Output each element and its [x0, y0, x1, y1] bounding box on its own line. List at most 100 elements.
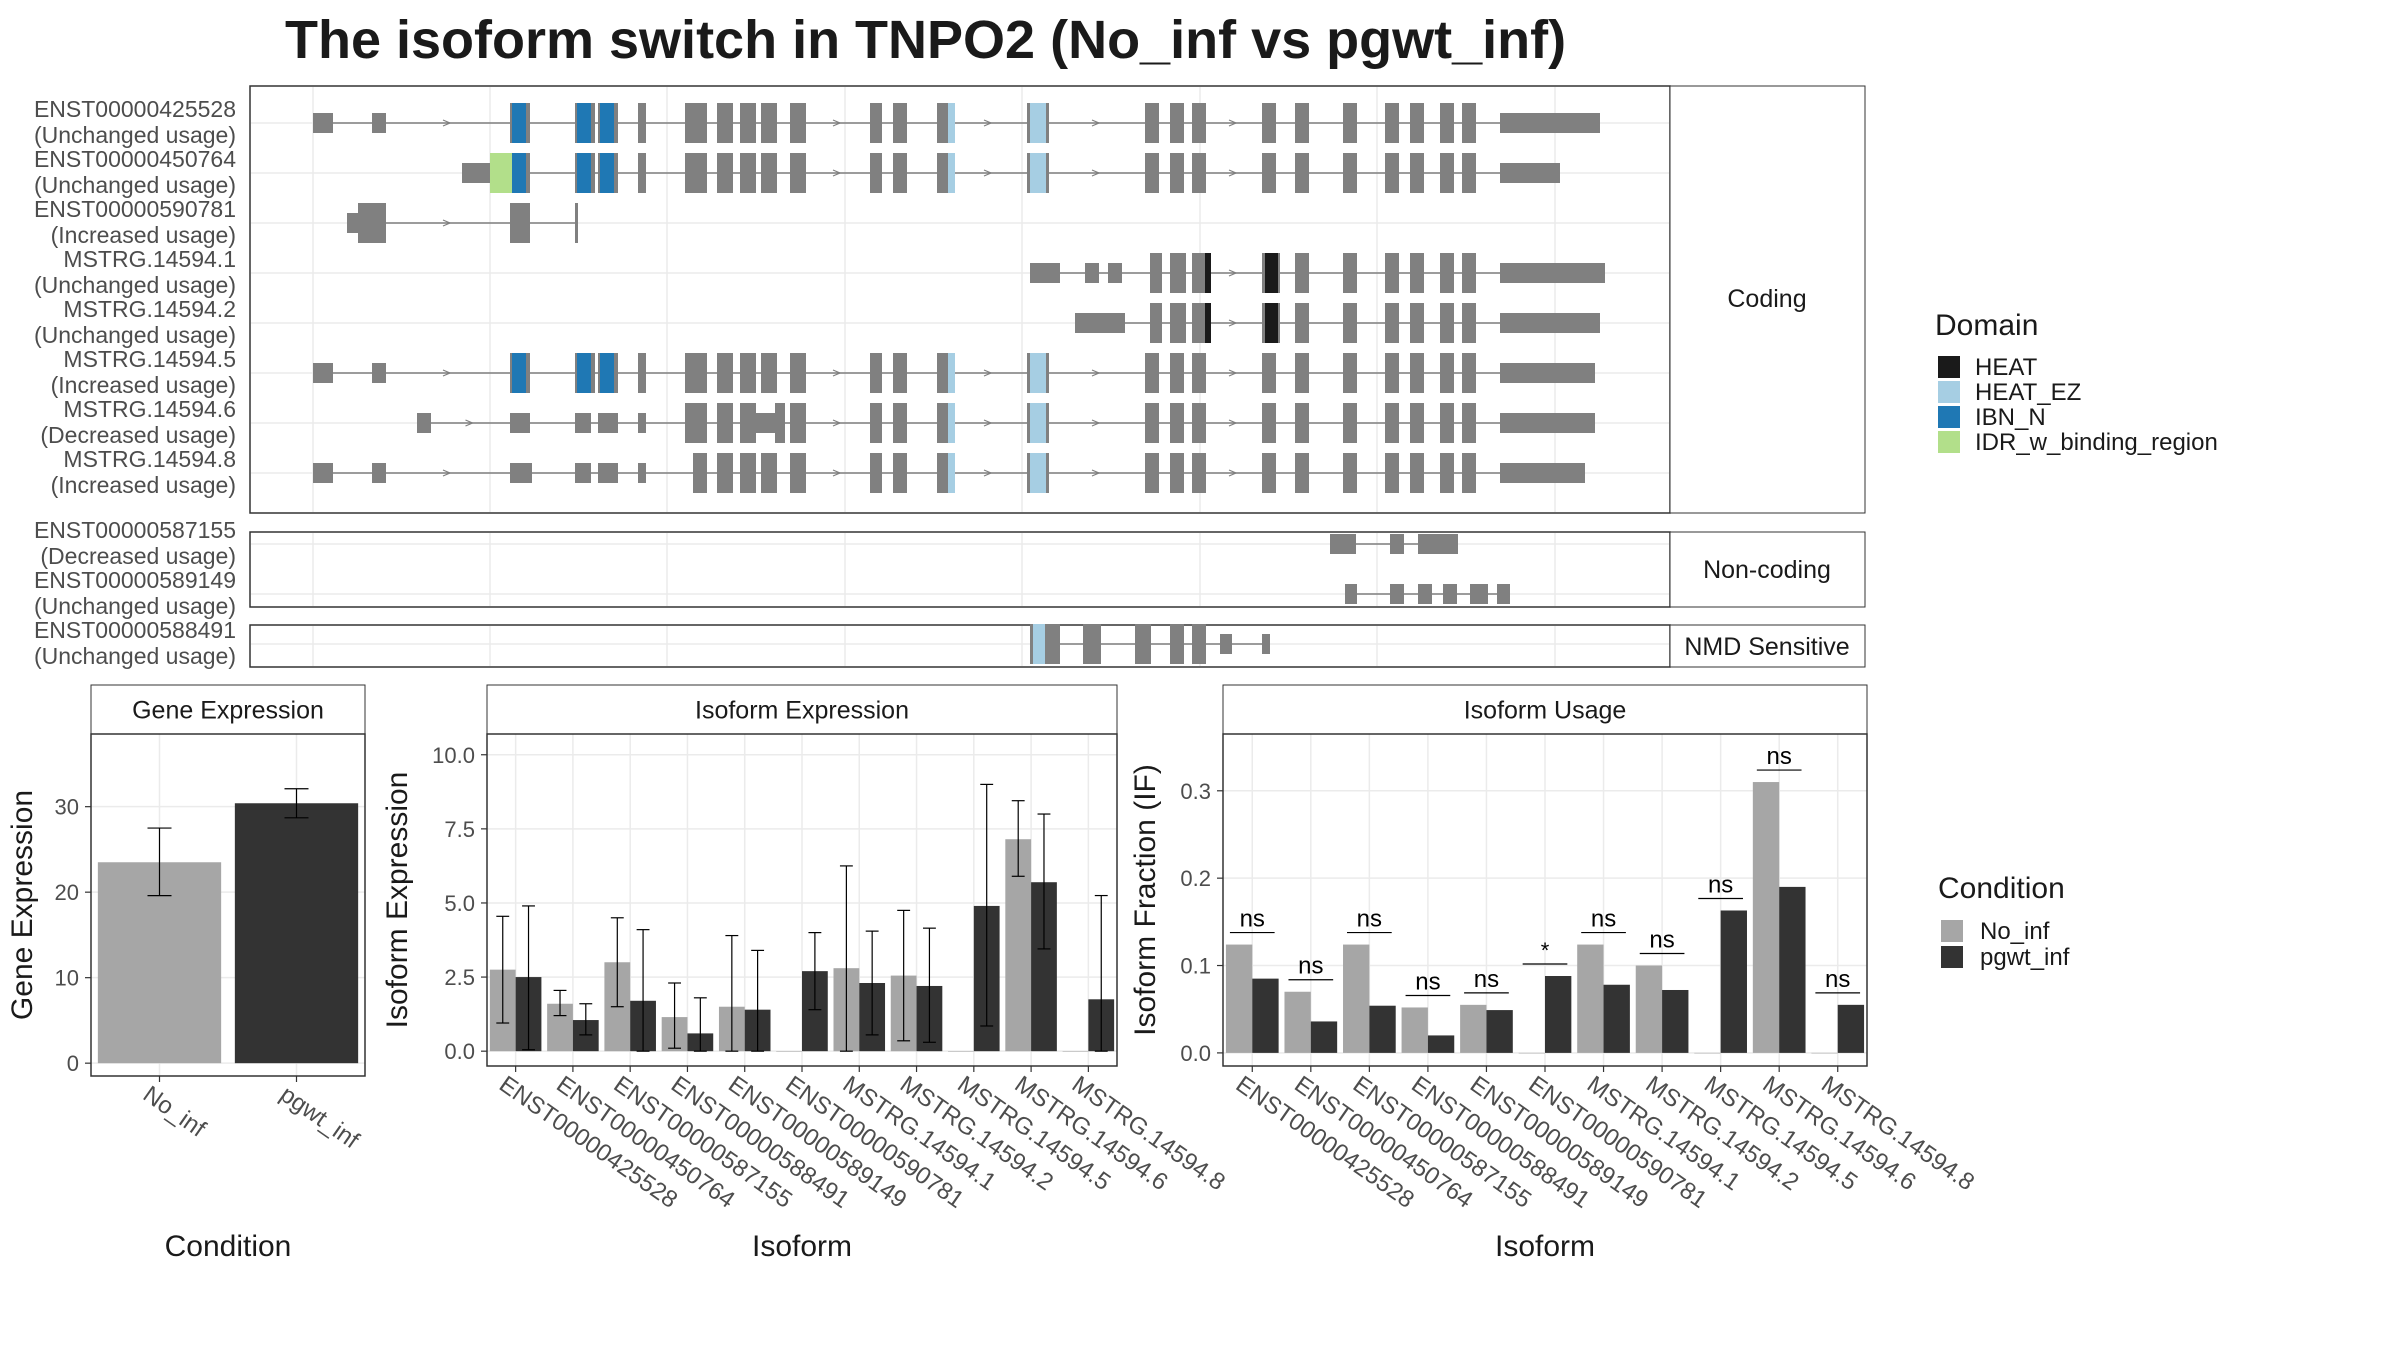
transcript-name: MSTRG.14594.1 [63, 246, 236, 272]
significance-label: ns [1357, 906, 1382, 933]
transcript-track [1030, 624, 1270, 664]
exon [1410, 403, 1424, 443]
exon [1410, 103, 1424, 143]
significance-label: ns [1298, 953, 1323, 980]
exon [1192, 103, 1206, 143]
domain-segment [512, 153, 526, 193]
legend-label: HEAT_EZ [1975, 379, 2081, 406]
domain-segment [577, 103, 591, 143]
exon [1418, 584, 1432, 604]
exon [685, 403, 707, 443]
strand-arrow [1228, 269, 1238, 277]
y-axis-title: Gene Expression [6, 790, 39, 1020]
exon [717, 353, 733, 393]
significance-label: ns [1591, 906, 1616, 933]
exon [1500, 463, 1585, 483]
nmd-strip-label: NMD Sensitive [1684, 633, 1849, 661]
exon [1410, 453, 1424, 493]
exon [1075, 313, 1125, 333]
transcript-usage: (Unchanged usage) [34, 322, 236, 348]
domain-segment [600, 353, 614, 393]
exon [870, 403, 882, 443]
exon [372, 113, 386, 133]
strand-arrow [983, 469, 993, 477]
transcript-usage: (Unchanged usage) [34, 122, 236, 148]
panel-strip [486, 684, 1118, 735]
exon [1145, 103, 1159, 143]
strand-arrow [983, 369, 993, 377]
strand-arrow [832, 169, 842, 177]
bar [1720, 910, 1747, 1053]
domain-segment [1265, 303, 1278, 343]
exon [775, 403, 785, 443]
y-tick-label: 0 [67, 1051, 79, 1076]
legend-label: IBN_N [1975, 404, 2046, 431]
y-tick-label: 7.5 [444, 817, 475, 842]
exon [1262, 353, 1276, 393]
strand-arrow [442, 119, 452, 127]
isoform-usage-chart: Isoform Usage0.00.10.20.3nsENST000004255… [1129, 684, 1979, 1263]
legend-key [1941, 946, 1963, 968]
exon [598, 413, 618, 433]
domain-legend: Domain HEATHEAT_EZIBN_NIDR_w_binding_reg… [1935, 309, 2218, 456]
transcript-name: ENST00000588491 [34, 617, 236, 643]
bar [234, 803, 359, 1064]
bar [1284, 991, 1311, 1053]
condition-legend-title: Condition [1938, 872, 2065, 905]
exon [1440, 253, 1454, 293]
y-tick-label: 0.1 [1180, 954, 1211, 979]
transcript-name: MSTRG.14594.8 [63, 446, 236, 472]
domain-segment [577, 153, 591, 193]
exon [717, 153, 733, 193]
y-tick-label: 0.3 [1180, 779, 1211, 804]
exon [417, 413, 431, 433]
exon [1462, 403, 1476, 443]
exon [1220, 634, 1232, 654]
exon [1145, 153, 1159, 193]
exon [1385, 103, 1399, 143]
y-axis-title: Isoform Fraction (IF) [1129, 764, 1162, 1036]
bar [1518, 1052, 1545, 1054]
legend-label: HEAT [1975, 354, 2038, 381]
transcript-usage: (Decreased usage) [40, 543, 236, 569]
exon [740, 103, 756, 143]
transcript-track [313, 453, 1585, 493]
exon [1410, 353, 1424, 393]
exon [870, 453, 882, 493]
exon [1192, 153, 1206, 193]
exon [1150, 303, 1162, 343]
bar [1486, 1010, 1513, 1053]
exon [893, 353, 907, 393]
strand-arrow [1091, 119, 1101, 127]
exon [1108, 263, 1122, 283]
transcript-usage: (Unchanged usage) [34, 172, 236, 198]
exon [1410, 303, 1424, 343]
exon [1192, 453, 1206, 493]
exon [740, 153, 756, 193]
exon [638, 463, 646, 483]
strand-arrow [1091, 469, 1101, 477]
strand-arrow [465, 419, 475, 427]
exon [1170, 353, 1184, 393]
strand-arrow [1091, 369, 1101, 377]
transcript-tracks [313, 103, 1605, 664]
exon [347, 213, 359, 233]
exon [1385, 253, 1399, 293]
nmd-strip [1669, 624, 1866, 668]
panel-title: Gene Expression [132, 697, 324, 725]
exon [1192, 403, 1206, 443]
bar [1635, 965, 1663, 1053]
transcript-track [313, 353, 1595, 393]
exon [1385, 403, 1399, 443]
transcript-usage: (Unchanged usage) [34, 272, 236, 298]
transcript-track [1330, 534, 1458, 554]
transcript-labels: ENST00000425528(Unchanged usage)ENST0000… [34, 96, 236, 669]
exon [937, 153, 951, 193]
transcript-name: MSTRG.14594.5 [63, 346, 236, 372]
exon [937, 103, 951, 143]
domain-segment [512, 353, 526, 393]
exon [1462, 153, 1476, 193]
exon [1170, 103, 1184, 143]
exon [1390, 584, 1404, 604]
exon [1500, 313, 1600, 333]
